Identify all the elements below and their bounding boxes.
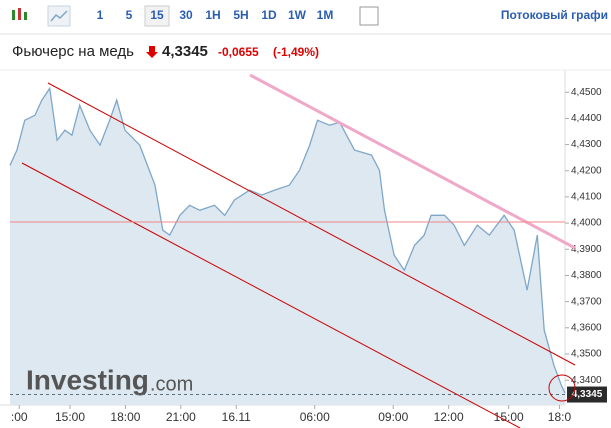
interval-button[interactable]: 15 <box>150 8 164 22</box>
interval-button[interactable]: 5 <box>126 8 133 22</box>
trend-line <box>21 162 521 428</box>
area <box>10 88 565 406</box>
interval-button[interactable]: 1M <box>317 8 334 22</box>
candle-icon[interactable] <box>12 8 27 20</box>
x-tick-label: 15:00 <box>55 410 85 424</box>
change: -0,0655 <box>218 45 259 59</box>
table-icon[interactable] <box>359 6 379 26</box>
trend-line <box>249 73 576 250</box>
y-tick-label: 4,4400 <box>571 113 602 124</box>
y-tick-label: 4,3600 <box>571 322 602 333</box>
y-tick-label: 4,4000 <box>571 218 602 229</box>
x-tick-label: 18:00 <box>110 410 140 424</box>
last-price-label: 4,3345 <box>572 389 603 400</box>
interval-button[interactable]: 1 <box>97 8 104 22</box>
price: 4,3345 <box>162 43 208 60</box>
interval-buttons: 1 5 15 30 1H 5H 1D 1W 1M <box>97 5 334 27</box>
highlight-circle <box>548 374 576 402</box>
y-tick-label: 4,4200 <box>571 165 602 176</box>
interval-button[interactable]: 5H <box>233 8 248 22</box>
interval-button[interactable]: 30 <box>179 8 193 22</box>
plot: 4,3400 4,3500 4,3600 4,3700 4,3800 4,3900 4,40… <box>9 86 607 424</box>
y-tick-label: 4,3700 <box>571 296 602 307</box>
y-tick-label: 4,3900 <box>571 244 602 255</box>
streaming-link[interactable]: Потоковый графи <box>501 8 608 22</box>
y-tick-label: 4,4500 <box>571 87 602 98</box>
watermark-suffix: .com <box>150 373 193 395</box>
toolbar <box>0 0 611 34</box>
x-tick-label: 21:00 <box>166 410 196 424</box>
y-tick-label: 4,3500 <box>571 349 602 360</box>
interval-button[interactable]: 1D <box>261 8 277 22</box>
x-tick-label: 15:00 <box>494 410 524 424</box>
y-tick-label: 4,4100 <box>571 192 602 203</box>
y-tick-label: 4,4300 <box>571 139 602 150</box>
x-tick-label: 18:0 <box>548 410 572 424</box>
price-line <box>9 86 566 394</box>
x-tick-label: 06:00 <box>300 410 330 424</box>
down-arrow <box>146 46 158 58</box>
x-tick-label: 16.11 <box>222 410 251 424</box>
x-tick-label: 09:00 <box>378 410 408 424</box>
area-icon[interactable] <box>47 5 71 27</box>
interval-active <box>144 5 170 27</box>
interval-button[interactable]: 1W <box>288 8 307 22</box>
watermark: Investing <box>26 364 149 395</box>
change-pct: (-1,49%) <box>273 45 319 59</box>
last-price-box <box>567 386 607 403</box>
trend-line <box>47 82 576 366</box>
interval-button[interactable]: 1H <box>205 8 220 22</box>
x-tick-label: :00 <box>11 410 28 424</box>
y-tick-label: 4,3800 <box>571 270 602 281</box>
x-tick-label: 12:00 <box>434 410 464 424</box>
instrument-title: Фьючерс на медь <box>12 43 134 60</box>
y-tick-label: 4,3400 <box>571 375 602 386</box>
